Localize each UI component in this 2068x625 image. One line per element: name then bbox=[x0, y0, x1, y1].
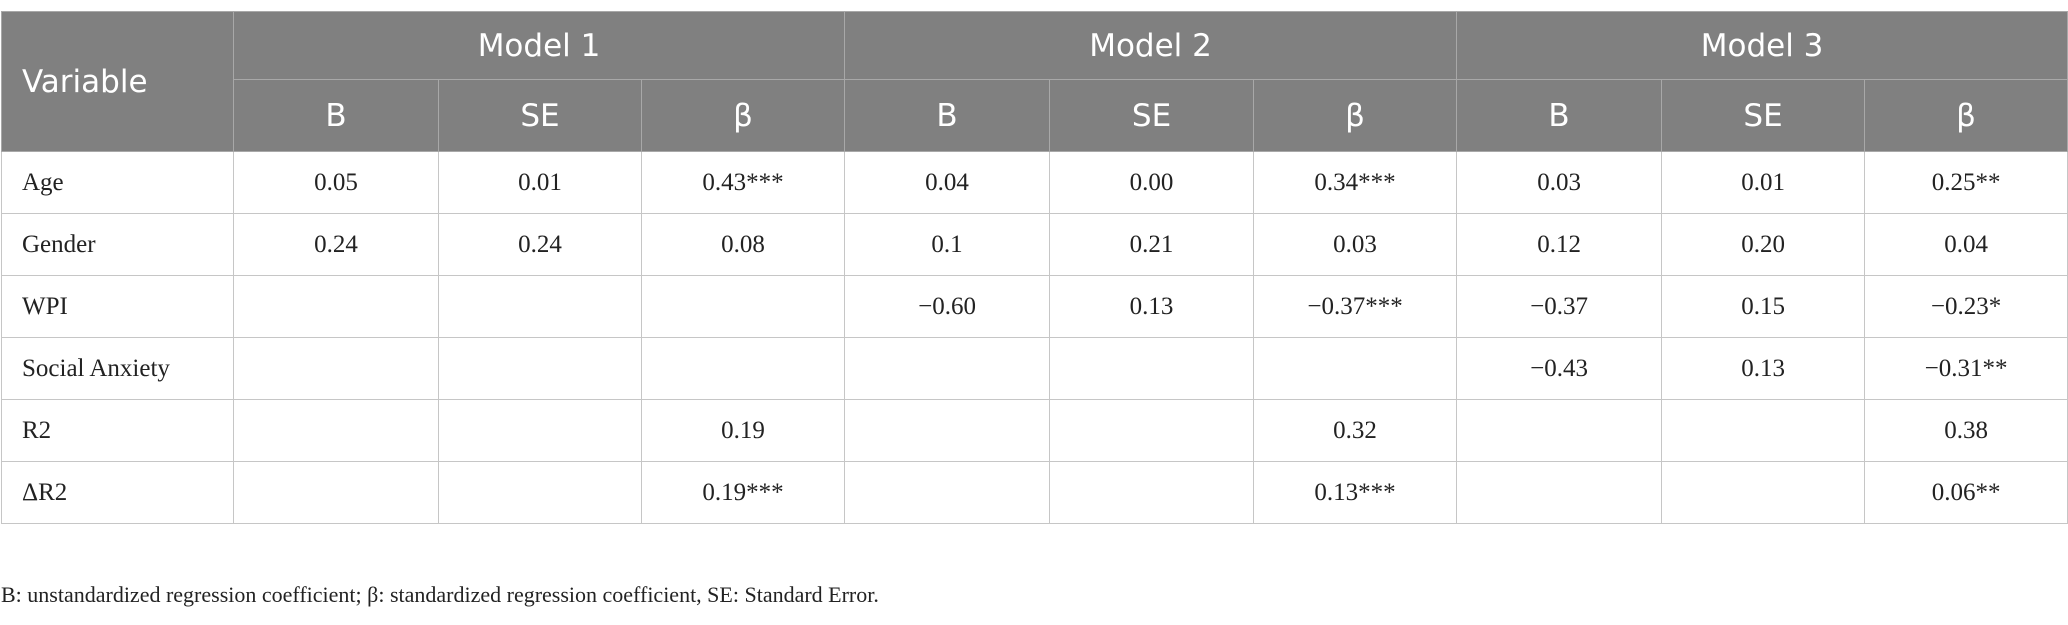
table-cell bbox=[233, 275, 439, 338]
table-cell: 0.24 bbox=[233, 213, 439, 276]
table-cell bbox=[844, 399, 1051, 462]
table-cell: 0.25** bbox=[1864, 151, 2068, 214]
row-label: ΔR2 bbox=[1, 461, 234, 524]
table-cell bbox=[640, 337, 846, 400]
table-cell: −0.37*** bbox=[1253, 275, 1458, 338]
regression-table: Variable Model 1 Model 2 Model 3 B SE β B SE β B SE… bbox=[1, 11, 2068, 524]
table-row: Age 0.05 0.01 0.43*** 0.04 0.00 0.34*** 0.03 0.0… bbox=[1, 151, 2068, 214]
table-cell: 0.19 bbox=[640, 399, 846, 462]
table-cell: 0.06** bbox=[1864, 461, 2068, 524]
table-cell: 0.01 bbox=[438, 151, 642, 214]
table-cell bbox=[233, 399, 439, 462]
table-cell: 0.03 bbox=[1253, 213, 1458, 276]
header-cell: Model 1 bbox=[232, 11, 846, 80]
table-row: Gender 0.24 0.24 0.08 0.1 0.21 0.03 0.12 0.20 0.0… bbox=[1, 213, 2068, 276]
table-cell: 0.12 bbox=[1456, 213, 1663, 276]
table-cell bbox=[1661, 461, 1866, 524]
table-cell bbox=[1456, 461, 1663, 524]
table-cell: 0.00 bbox=[1049, 151, 1255, 214]
footnote: B: unstandardized regression coefficient… bbox=[1, 582, 879, 607]
table-header: Variable Model 1 Model 2 Model 3 B SE β B SE β B SE… bbox=[1, 11, 2068, 152]
header-cell: Model 3 bbox=[1456, 11, 2068, 80]
table-cell bbox=[1049, 399, 1255, 462]
header-cell: B bbox=[844, 79, 1051, 152]
table-cell: −0.37 bbox=[1456, 275, 1663, 338]
table-cell bbox=[844, 337, 1051, 400]
table-row: Social Anxiety −0.43 0.13 −0.31** bbox=[1, 337, 2068, 400]
header-cell: SE bbox=[1049, 79, 1255, 152]
table-cell: 0.05 bbox=[233, 151, 439, 214]
table-cell bbox=[1661, 399, 1866, 462]
table-cell bbox=[438, 337, 642, 400]
table-cell: 0.32 bbox=[1253, 399, 1458, 462]
header-cell: β bbox=[1864, 79, 2068, 152]
table-cell: −0.31** bbox=[1864, 337, 2068, 400]
table-cell: −0.60 bbox=[844, 275, 1051, 338]
table-cell bbox=[640, 275, 846, 338]
header-cell: Variable bbox=[1, 11, 234, 152]
table-cell: 0.13 bbox=[1049, 275, 1255, 338]
row-label: Age bbox=[1, 151, 234, 214]
header-cell: B bbox=[233, 79, 439, 152]
table-row: WPI −0.60 0.13 −0.37*** −0.37 0.15 −0.23* bbox=[1, 275, 2068, 338]
table-cell: 0.34*** bbox=[1253, 151, 1458, 214]
table-row: ΔR2 0.19*** 0.13*** 0.06** bbox=[1, 461, 2068, 524]
table-cell bbox=[1049, 337, 1255, 400]
table-cell: 0.20 bbox=[1661, 213, 1866, 276]
table-cell: 0.04 bbox=[1864, 213, 2068, 276]
header-row: B SE β B SE β B SE β bbox=[2, 79, 2068, 152]
row-label: R2 bbox=[1, 399, 234, 462]
table-cell: −0.23* bbox=[1864, 275, 2068, 338]
table-cell bbox=[438, 461, 642, 524]
header-row: Variable Model 1 Model 2 Model 3 bbox=[1, 11, 2068, 152]
table-cell: 0.13*** bbox=[1253, 461, 1458, 524]
header-cell: B bbox=[1456, 79, 1663, 152]
table-cell: 0.01 bbox=[1661, 151, 1866, 214]
table-cell: 0.03 bbox=[1456, 151, 1663, 214]
row-label: Gender bbox=[1, 213, 234, 276]
table-cell: 0.13 bbox=[1661, 337, 1866, 400]
table-cell: 0.24 bbox=[438, 213, 642, 276]
table-cell: 0.04 bbox=[844, 151, 1051, 214]
table-cell: −0.43 bbox=[1456, 337, 1663, 400]
table-cell: 0.19*** bbox=[640, 461, 846, 524]
table-cell: 0.43*** bbox=[640, 151, 846, 214]
table-body: Age 0.05 0.01 0.43*** 0.04 0.00 0.34*** 0.03 0.0… bbox=[1, 151, 2068, 524]
table-cell: 0.08 bbox=[640, 213, 846, 276]
header-cell: SE bbox=[438, 79, 642, 152]
table-cell bbox=[844, 461, 1051, 524]
table-row: R2 0.19 0.32 0.38 bbox=[1, 399, 2068, 462]
header-cell: β bbox=[1253, 79, 1458, 152]
header-cell: β bbox=[640, 79, 846, 152]
table-cell bbox=[1049, 461, 1255, 524]
table-cell: 0.1 bbox=[844, 213, 1051, 276]
table-cell bbox=[438, 275, 642, 338]
table-cell bbox=[233, 461, 439, 524]
table-cell bbox=[1456, 399, 1663, 462]
header-cell: SE bbox=[1661, 79, 1866, 152]
header-cell: Model 2 bbox=[844, 11, 1458, 80]
table-cell bbox=[1253, 337, 1458, 400]
row-label: WPI bbox=[1, 275, 234, 338]
table-cell bbox=[438, 399, 642, 462]
table-cell bbox=[233, 337, 439, 400]
table-cell: 0.15 bbox=[1661, 275, 1866, 338]
table-cell: 0.38 bbox=[1864, 399, 2068, 462]
row-label: Social Anxiety bbox=[1, 337, 234, 400]
table-cell: 0.21 bbox=[1049, 213, 1255, 276]
